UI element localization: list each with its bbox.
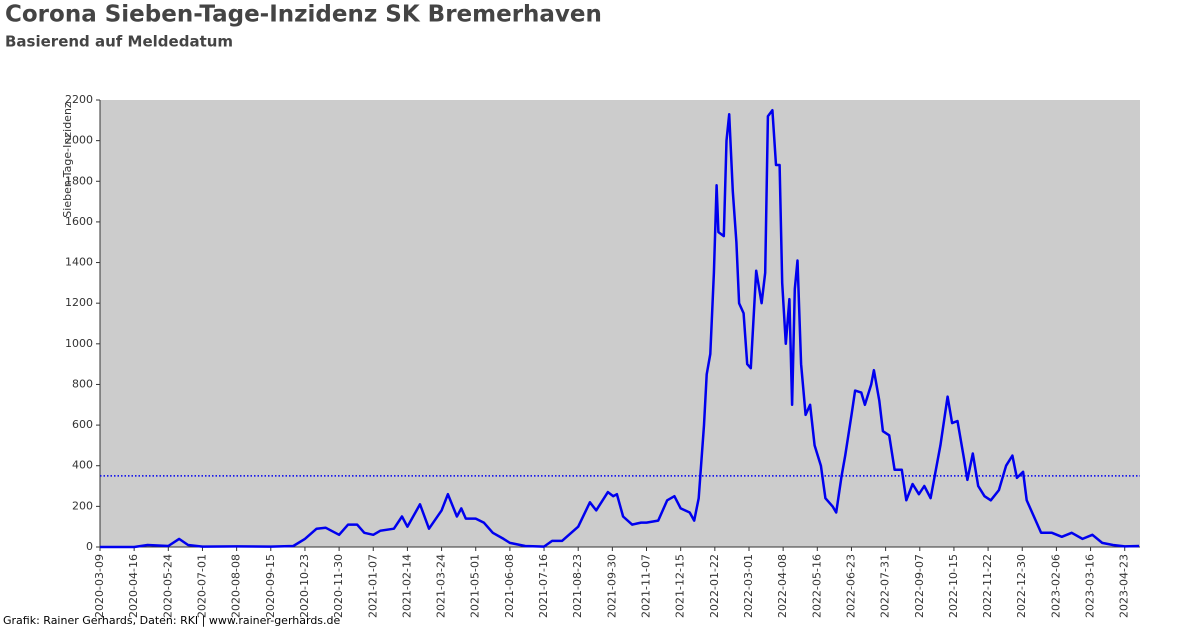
- x-tick-label: 2021-05-01: [469, 554, 482, 618]
- y-tick-label: 1400: [65, 256, 93, 269]
- x-tick-label: 2022-03-01: [742, 554, 755, 618]
- x-tick-label: 2023-04-23: [1118, 554, 1131, 618]
- plot-area: [100, 100, 1140, 547]
- footer: Grafik: Rainer Gerhards, Daten: RKI | ww…: [3, 614, 341, 627]
- y-tick-label: 600: [72, 418, 93, 431]
- x-tick-label: 2020-05-24: [161, 554, 174, 618]
- x-tick-label: 2022-06-23: [844, 554, 857, 618]
- x-tick-label: 2021-08-23: [571, 554, 584, 618]
- x-tick-label: 2021-09-30: [605, 554, 618, 618]
- x-tick-label: 2020-04-16: [127, 554, 140, 618]
- x-tick-label: 2020-03-09: [93, 554, 106, 618]
- x-tick-label: 2020-11-30: [332, 554, 345, 618]
- x-tick-label: 2020-08-08: [230, 554, 243, 618]
- x-tick-label: 2022-10-15: [947, 554, 960, 618]
- y-tick-label: 2200: [65, 93, 93, 106]
- line: [100, 108, 1140, 549]
- y-tick-label: 400: [72, 459, 93, 472]
- x-tick-label: 2021-12-15: [674, 554, 687, 618]
- y-tick-label: 1200: [65, 296, 93, 309]
- x-tick-label: 2021-02-14: [400, 554, 413, 618]
- x-tick-label: 2022-07-31: [879, 554, 892, 618]
- x-tick-label: 2023-03-16: [1084, 554, 1097, 618]
- x-tick-label: 2022-09-07: [913, 554, 926, 618]
- y-tick-label: 2000: [65, 134, 93, 147]
- x-tick-label: 2023-02-06: [1049, 554, 1062, 618]
- x-tick-label: 2021-06-08: [503, 554, 516, 618]
- y-tick-label: 1000: [65, 337, 93, 350]
- y-tick-label: 200: [72, 499, 93, 512]
- x-tick-label: 2021-11-07: [640, 554, 653, 618]
- y-tick-label: 800: [72, 377, 93, 390]
- x-tick-label: 2020-10-23: [298, 554, 311, 618]
- x-tick-label: 2021-03-24: [435, 554, 448, 618]
- x-tick-label: 2022-05-16: [810, 554, 823, 618]
- x-tick-label: 2022-01-22: [708, 554, 721, 618]
- y-tick-label: 0: [86, 540, 93, 553]
- x-tick-label: 2022-12-30: [1015, 554, 1028, 618]
- chart-title: Corona Sieben-Tage-Inzidenz SK Bremerhav…: [5, 2, 602, 28]
- x-tick-label: 2022-11-22: [981, 554, 994, 618]
- y-axis-label: Sieben-Tage-Inzidenz: [61, 102, 74, 218]
- x-tick-label: 2021-07-16: [537, 554, 550, 618]
- x-tick-label: 2020-07-01: [195, 554, 208, 618]
- x-tick-label: 2021-01-07: [366, 554, 379, 618]
- chart-subtitle: Basierend auf Meldedatum: [5, 33, 233, 51]
- y-tick-label: 1800: [65, 174, 93, 187]
- x-tick-label: 2022-04-08: [776, 554, 789, 618]
- y-tick-label: 1600: [65, 215, 93, 228]
- x-tick-label: 2020-09-15: [264, 554, 277, 618]
